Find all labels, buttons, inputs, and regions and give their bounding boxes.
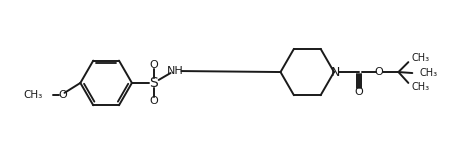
Text: N: N (330, 66, 340, 79)
Text: O: O (149, 60, 158, 70)
Text: CH₃: CH₃ (411, 53, 429, 63)
Text: CH₃: CH₃ (411, 82, 429, 92)
Text: O: O (374, 67, 383, 77)
Text: O: O (149, 96, 158, 106)
Text: S: S (149, 76, 158, 90)
Text: O: O (58, 90, 67, 100)
Text: O: O (354, 87, 363, 97)
Text: CH₃: CH₃ (23, 90, 43, 100)
Text: CH₃: CH₃ (419, 68, 437, 78)
Text: NH: NH (167, 66, 184, 76)
